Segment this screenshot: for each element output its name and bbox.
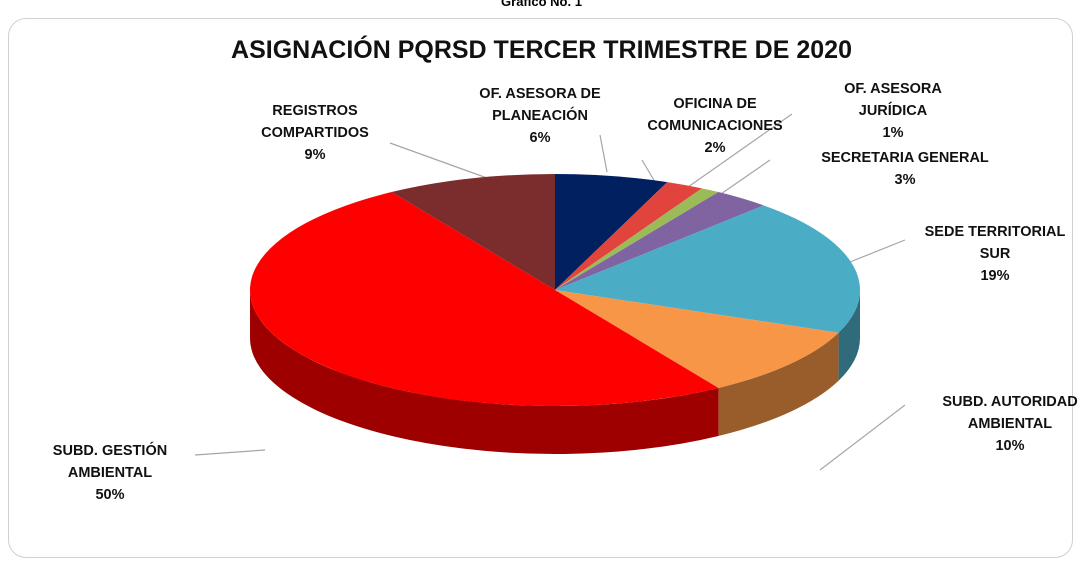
slice	[555, 192, 764, 290]
leader-line	[194, 449, 266, 456]
leader-line	[819, 404, 906, 471]
data-label: SECRETARIA GENERAL 3%	[785, 147, 1025, 191]
category-label: OF. ASESORA JURÍDICA	[844, 81, 942, 119]
pie	[250, 174, 860, 455]
pie-sides	[250, 290, 860, 455]
category-label: SEDE TERRITORIAL SUR	[924, 224, 1066, 262]
value-label: 50%	[95, 487, 125, 503]
data-label: OFICINA DE COMUNICACIONES 2%	[630, 93, 800, 159]
leader-line	[641, 159, 656, 183]
chart-title: ASIGNACIÓN PQRSD TERCER TRIMESTRE DE 202…	[231, 36, 852, 64]
category-label: OF. ASESORA DE PLANEACIÓN	[479, 86, 601, 124]
pie-tops	[250, 174, 860, 407]
data-label: SEDE TERRITORIAL SUR 19%	[915, 221, 1075, 287]
slice	[555, 205, 860, 333]
category-label: SUBD. GESTIÓN AMBIENTAL	[52, 443, 168, 481]
data-label: REGISTROS COMPARTIDOS 9%	[230, 100, 400, 166]
category-label: SUBD. AUTORIDAD AMBIENTAL	[942, 394, 1078, 432]
leader-line	[717, 159, 771, 197]
slice	[555, 174, 668, 290]
data-label: SUBD. GESTIÓN AMBIENTAL 50%	[30, 440, 190, 506]
slice	[555, 182, 702, 290]
data-label: SUBD. AUTORIDAD AMBIENTAL 10%	[925, 391, 1083, 457]
slice-side	[838, 290, 860, 381]
slice	[555, 290, 839, 388]
leader-line	[849, 239, 906, 263]
value-label: 10%	[995, 438, 1025, 454]
slice-side	[718, 332, 839, 436]
leader-line	[599, 134, 608, 173]
value-label: 2%	[704, 140, 726, 156]
value-label: 3%	[894, 172, 916, 188]
category-label: OFICINA DE COMUNICACIONES	[647, 96, 783, 134]
data-label: OF. ASESORA DE PLANEACIÓN 6%	[460, 83, 620, 149]
leader-line	[389, 142, 488, 179]
slice	[391, 174, 555, 290]
value-label: 19%	[980, 268, 1010, 284]
chart-frame	[8, 18, 1073, 558]
slice-side	[250, 290, 719, 455]
value-label: 6%	[529, 130, 551, 146]
slice	[555, 188, 719, 290]
caption: Grafico No. 1	[501, 0, 582, 9]
slice	[250, 192, 719, 407]
category-label: REGISTROS COMPARTIDOS	[261, 103, 369, 141]
value-label: 9%	[304, 147, 326, 163]
category-label: SECRETARIA GENERAL	[821, 150, 989, 166]
leader-line	[687, 113, 793, 188]
leader-lines	[194, 113, 906, 471]
data-label: OF. ASESORA JURÍDICA 1%	[828, 78, 958, 144]
value-label: 1%	[882, 125, 904, 141]
